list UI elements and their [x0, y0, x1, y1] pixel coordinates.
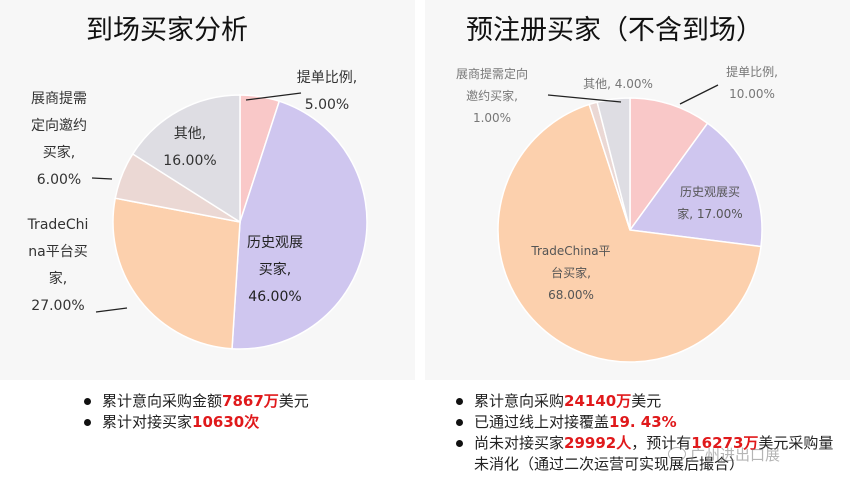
slice-label: 家, [49, 270, 67, 287]
pie-slice [112, 197, 241, 350]
watermark: 广州进出口展 [668, 444, 780, 465]
slice-label: 其他, 4.00% [583, 77, 653, 91]
slice-label: 展商提需 [31, 91, 87, 107]
pie-slice [231, 100, 368, 350]
slice-label: 买家, [43, 144, 75, 161]
slice-label: 历史观展买 [680, 185, 740, 199]
slice-label: 5.00% [305, 97, 349, 113]
slice-label: na平台买 [28, 244, 87, 260]
note-item: 累计意向采购24140万美元 [452, 391, 842, 412]
slice-label: 历史观展 [247, 235, 303, 251]
note-item: 已通过线上对接覆盖19. 43% [452, 412, 842, 433]
note-item: 累计意向采购金额7867万美元 [80, 391, 309, 412]
slice-label: 16.00% [163, 153, 216, 169]
slice-label: TradeChina平 [530, 244, 610, 258]
slice-label: 买家, [259, 261, 291, 278]
slice-label: 10.00% [729, 87, 775, 101]
pie-slice [629, 97, 709, 233]
right-chart-title: 预注册买家（不含到场） [466, 15, 763, 46]
slice-label: 展商提需定向 [456, 66, 528, 81]
pie-slice [497, 103, 762, 363]
slice-label: 1.00% [473, 111, 511, 125]
right-summary-notes: 累计意向采购24140万美元 已通过线上对接覆盖19. 43% 尚未对接买家29… [452, 391, 842, 475]
label-leader-line [679, 84, 719, 105]
label-leader-line [245, 92, 302, 101]
note-item: 尚未对接买家29992人，预计有16273万美元采购量未消化（通过二次运营可实现… [452, 433, 842, 475]
slice-label: 46.00% [248, 289, 301, 305]
pie-slice [596, 97, 631, 231]
slice-label: 台买家, [551, 265, 591, 280]
slice-label: 提单比例, [726, 64, 778, 79]
slice-label: 6.00% [37, 172, 81, 188]
slice-label: 定向邀约 [31, 118, 87, 134]
label-leader-line [91, 177, 113, 180]
slice-label: 家, 17.00% [677, 206, 742, 221]
pie-slice [628, 122, 763, 248]
left-chart-title: 到场买家分析 [86, 15, 248, 46]
pie-slice [131, 94, 241, 224]
wechat-icon [668, 447, 686, 461]
slice-label: 邀约买家, [466, 88, 518, 103]
slice-label: 其他, [174, 126, 206, 142]
note-item: 累计对接买家10630次 [80, 412, 309, 433]
label-leader-line [95, 307, 128, 313]
slice-label: 68.00% [548, 288, 594, 302]
label-leader-line [547, 94, 622, 103]
slice-label: 提单比例, [297, 70, 357, 86]
slice-label: TradeChi [27, 217, 89, 233]
pie-charts: 提单比例,5.00%历史观展买家,46.00%TradeChina平台买家,27… [27, 64, 778, 363]
left-summary-notes: 累计意向采购金额7867万美元 累计对接买家10630次 [80, 391, 309, 433]
slice-label: 27.00% [31, 298, 84, 314]
